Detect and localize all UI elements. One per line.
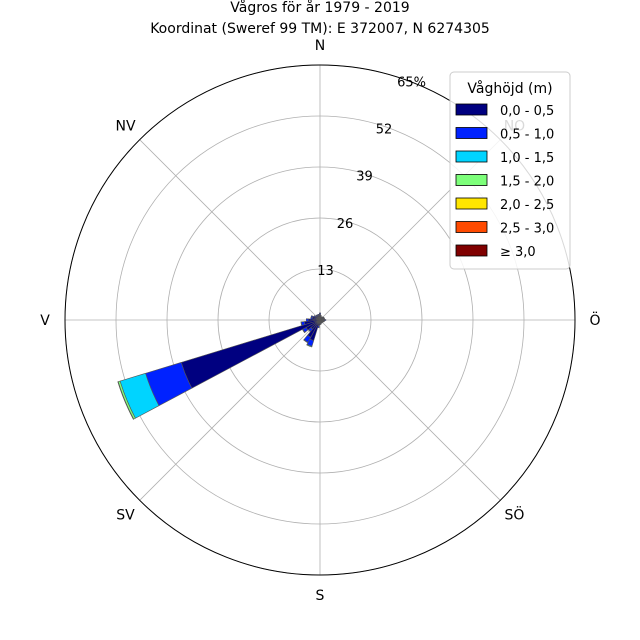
rose-bar-22-0 bbox=[180, 319, 321, 389]
radial-tick-3: 52 bbox=[376, 123, 393, 138]
rose-bar-23-2 bbox=[300, 321, 303, 326]
rose-bars bbox=[117, 312, 327, 420]
rose-bar-19-2 bbox=[303, 339, 309, 344]
legend-swatch-3 bbox=[455, 174, 488, 186]
legend-swatch-1 bbox=[455, 127, 488, 139]
rose-bar-26-1 bbox=[310, 315, 314, 319]
legend-label-6: ≥ 3,0 bbox=[500, 245, 536, 260]
legend-label-0: 0,0 - 0,5 bbox=[500, 104, 554, 119]
rose-bar-27-1 bbox=[313, 315, 316, 318]
direction-label-V: V bbox=[40, 313, 50, 329]
radial-tick-labels: 13 26 39 52 65% bbox=[317, 75, 426, 278]
radial-tick-4: 65% bbox=[397, 75, 426, 90]
radial-tick-0: 13 bbox=[317, 264, 334, 279]
radial-tick-1: 26 bbox=[337, 217, 354, 232]
grid-spoke-3 bbox=[319, 319, 501, 501]
direction-label-N: N bbox=[315, 38, 325, 54]
legend-items: 0,0 - 0,5 0,5 - 1,0 1,0 - 1,5 1,5 - 2,0 2,0 … bbox=[455, 103, 554, 260]
grid-spoke-5 bbox=[139, 319, 321, 501]
direction-label-S: S bbox=[316, 588, 325, 604]
rose-bar-24-1 bbox=[305, 318, 309, 322]
legend-label-5: 2,5 - 3,0 bbox=[500, 222, 554, 237]
radial-tick-2: 39 bbox=[356, 170, 373, 185]
legend-label-3: 1,5 - 2,0 bbox=[500, 175, 554, 190]
grid-spoke-7 bbox=[139, 139, 321, 321]
legend-swatch-0 bbox=[455, 103, 488, 116]
legend-label-4: 2,0 - 2,5 bbox=[500, 198, 554, 213]
legend-swatch-5 bbox=[455, 221, 488, 233]
legend-title: Våghöjd (m) bbox=[467, 80, 552, 97]
legend-label-2: 1,0 - 1,5 bbox=[500, 151, 554, 166]
outer-ring bbox=[64, 64, 576, 576]
direction-label-NV: NV bbox=[116, 119, 136, 135]
chart-subtitle: Koordinat (Sweref 99 TM): E 372007, N 62… bbox=[150, 21, 490, 37]
direction-label-SÖ: SÖ bbox=[505, 505, 525, 523]
direction-label-Ö: Ö bbox=[589, 311, 600, 329]
direction-label-SV: SV bbox=[116, 507, 135, 523]
rose-bar-31-1 bbox=[317, 313, 320, 316]
legend-swatch-6 bbox=[455, 244, 488, 257]
rose-bar-18-2 bbox=[306, 343, 313, 348]
rose-bar-1-1 bbox=[320, 314, 322, 317]
legend: Våghöjd (m) 0,0 - 0,5 0,5 - 1,0 1,0 - 1,5 1… bbox=[449, 71, 571, 270]
legend-box bbox=[449, 71, 571, 270]
legend-swatch-4 bbox=[455, 197, 488, 210]
legend-label-1: 0,5 - 1,0 bbox=[500, 128, 554, 143]
chart-title: Vågros för år 1979 - 2019 bbox=[230, 0, 409, 16]
legend-swatch-2 bbox=[455, 150, 488, 163]
rose-bar-22-4 bbox=[117, 381, 135, 420]
